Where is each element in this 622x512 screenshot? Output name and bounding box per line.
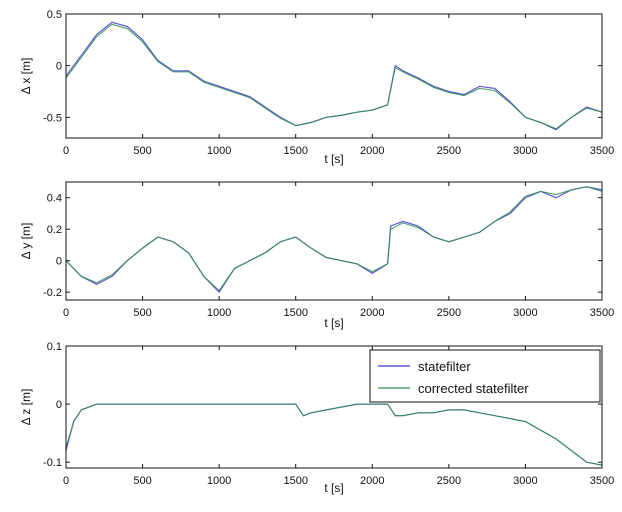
axes-frame	[65, 345, 603, 469]
series-statefilter-line	[66, 403, 602, 466]
x-tick-label: 2000	[360, 145, 384, 157]
y-tick-label: 0.5	[47, 9, 62, 21]
y-tick-label: 0	[56, 256, 62, 268]
series-corrected-statefilter-line	[66, 23, 602, 130]
y-tick-label: -0.2	[43, 287, 62, 299]
y-tick-label: -0.1	[43, 457, 62, 469]
x-tick-label: 1000	[207, 145, 231, 157]
x-tick-label: 500	[133, 475, 151, 487]
x-tick-label: 2000	[360, 307, 384, 319]
x-tick-label: 0	[63, 475, 69, 487]
y-axis-label: Δ y [m]	[19, 223, 33, 260]
x-tick-label: 3500	[590, 307, 614, 319]
panel-dz: 0 500 1000 1500 2000 2500 3000 3500-0.100.1t [s…	[19, 341, 614, 495]
x-tick-label: 0	[63, 145, 69, 157]
series-corrected-statefilter-line	[66, 186, 602, 292]
series-corrected-statefilter-line	[66, 403, 602, 466]
y-tick-label: 0.4	[47, 193, 62, 205]
y-tick-label: 0.1	[47, 341, 62, 353]
legend-entry-label: corrected statefilter	[418, 381, 529, 396]
x-tick-label: 2500	[437, 307, 461, 319]
x-axis-label: t [s]	[324, 152, 343, 166]
panel-dx: 0 500 1000 1500 2000 2500 3000 3500 -0.5 0 0.5 t [s…	[19, 9, 614, 166]
x-tick-label: 3000	[513, 475, 537, 487]
x-axis-label: t [s]	[324, 481, 343, 495]
y-tick-label: 0.2	[47, 224, 62, 236]
x-tick-label: 1500	[283, 307, 307, 319]
x-tick-label: 1500	[283, 475, 307, 487]
series-statefilter-line	[66, 186, 602, 294]
legend: statefilter corrected statefilter	[369, 349, 601, 403]
x-tick-label: 500	[133, 307, 151, 319]
x-tick-label: 2000	[360, 475, 384, 487]
y-tick-label: -0.5	[43, 112, 62, 124]
axes-frame	[65, 13, 603, 139]
x-tick-label: 3000	[513, 307, 537, 319]
x-tick-label: 1500	[283, 145, 307, 157]
y-axis-label: Δ x [m]	[19, 58, 33, 95]
x-tick-label: 1000	[207, 307, 231, 319]
x-tick-label: 3500	[590, 145, 614, 157]
x-tick-label: 2500	[437, 475, 461, 487]
x-tick-label: 3500	[590, 475, 614, 487]
x-axis-label: t [s]	[324, 316, 343, 330]
y-tick-label: 0	[56, 399, 62, 411]
x-tick-label: 3000	[513, 145, 537, 157]
legend-entry-label: statefilter	[418, 359, 471, 374]
x-tick-label: 500	[133, 145, 151, 157]
axes-frame	[65, 181, 603, 301]
panel-dy: 0 500 1000 1500 2000 2500 3000 3500-0.200.20.4t…	[19, 181, 614, 330]
y-axis-label: Δ z [m]	[19, 389, 33, 426]
y-tick-label: 0	[56, 61, 62, 73]
x-tick-label: 2500	[437, 145, 461, 157]
legend-box	[369, 349, 601, 403]
x-tick-label: 1000	[207, 475, 231, 487]
x-tick-label: 0	[63, 307, 69, 319]
